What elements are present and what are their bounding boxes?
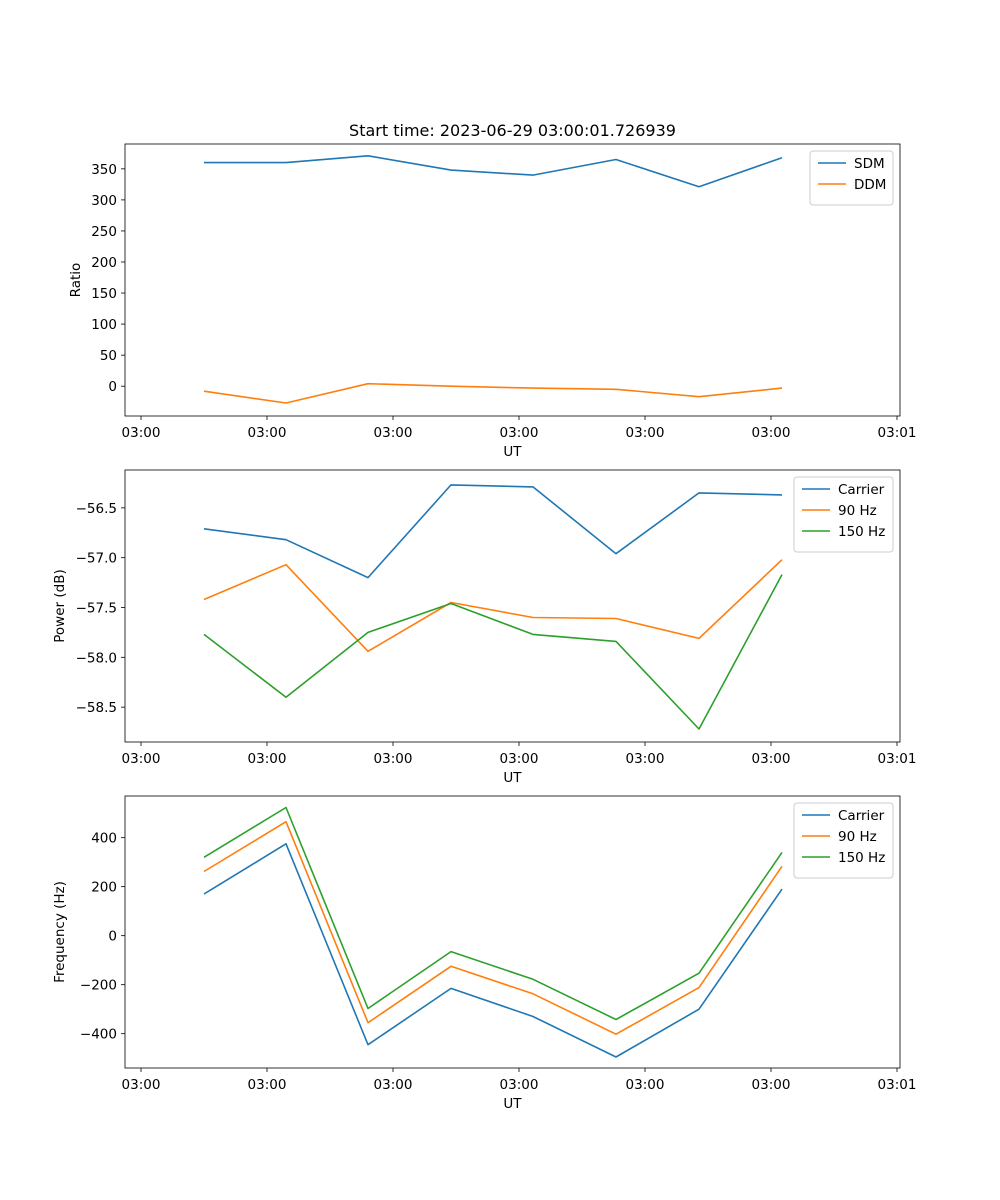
x-tick-label: 03:00 xyxy=(626,1077,665,1093)
y-tick-label: −56.5 xyxy=(76,501,117,517)
y-tick-label: 100 xyxy=(91,317,117,333)
x-tick-label: 03:00 xyxy=(500,751,539,767)
chart-panel-1: 03:00 03:00 03:00 03:00 03:00 03:00 03:01 UT 0 50… xyxy=(68,143,917,460)
plot-frame xyxy=(124,469,901,743)
x-axis-label: UT xyxy=(503,770,522,786)
legend-label: Carrier xyxy=(838,482,885,498)
y-tick-label: −57.0 xyxy=(76,551,117,567)
y-tick-label: 300 xyxy=(91,193,117,209)
y-tick-label: −400 xyxy=(80,1027,117,1043)
legend-label: DDM xyxy=(854,177,886,193)
y-axis-label: Power (dB) xyxy=(52,569,68,642)
x-tick-label: 03:00 xyxy=(374,1077,413,1093)
legend-box xyxy=(793,476,894,553)
legend-label: 150 Hz xyxy=(838,524,885,540)
x-axis-label: UT xyxy=(503,444,522,460)
x-tick-label: 03:01 xyxy=(878,1077,917,1093)
legend-label: Carrier xyxy=(838,808,885,824)
chart-title: Start time: 2023-06-29 03:00:01.726939 xyxy=(349,121,676,140)
x-tick-label: 03:00 xyxy=(248,751,287,767)
legend-box xyxy=(793,802,894,879)
chart-panel-3: 03:00 03:00 03:00 03:00 03:00 03:00 03:01 UT −40… xyxy=(52,795,917,1112)
plot-frame xyxy=(124,795,901,1069)
series-line-150-hz xyxy=(203,806,783,1021)
y-tick-label: −57.5 xyxy=(76,600,117,616)
x-tick-label: 03:00 xyxy=(752,751,791,767)
legend-label: SDM xyxy=(854,156,885,172)
y-tick-label: 150 xyxy=(91,286,117,302)
y-tick-label: 0 xyxy=(108,929,117,945)
x-tick-label: 03:00 xyxy=(374,425,413,441)
legend-label: 150 Hz xyxy=(838,850,885,866)
x-axis-label: UT xyxy=(503,1096,522,1112)
series-line-carrier xyxy=(203,484,783,579)
series-line-carrier xyxy=(203,842,783,1058)
x-tick-label: 03:00 xyxy=(122,751,161,767)
y-tick-label: −58.0 xyxy=(76,650,117,666)
y-tick-label: 250 xyxy=(91,224,117,240)
legend-box xyxy=(809,150,894,206)
series-line-90-hz xyxy=(203,820,783,1035)
legend: Carrier 90 Hz 150 Hz xyxy=(793,476,894,553)
x-tick-label: 03:01 xyxy=(878,751,917,767)
legend-label: 90 Hz xyxy=(838,829,877,845)
series-line-90-hz xyxy=(203,559,783,653)
y-tick-label: 0 xyxy=(108,379,117,395)
legend: Carrier 90 Hz 150 Hz xyxy=(793,802,894,879)
series-line-sdm xyxy=(204,155,783,188)
x-tick-label: 03:00 xyxy=(122,1077,161,1093)
x-tick-label: 03:00 xyxy=(752,1077,791,1093)
y-axis-label: Frequency (Hz) xyxy=(52,881,68,983)
legend: SDM DDM xyxy=(809,150,894,206)
x-tick-label: 03:00 xyxy=(374,751,413,767)
plot-frame xyxy=(124,143,901,417)
series-line-ddm xyxy=(203,382,783,404)
y-tick-label: 200 xyxy=(91,255,117,271)
x-tick-label: 03:00 xyxy=(752,425,791,441)
x-tick-label: 03:00 xyxy=(500,425,539,441)
series-line-150-hz xyxy=(203,574,783,730)
y-tick-label: 400 xyxy=(91,831,117,847)
y-tick-label: −200 xyxy=(80,978,117,994)
y-tick-label: 200 xyxy=(91,880,117,896)
x-tick-label: 03:00 xyxy=(626,751,665,767)
legend-label: 90 Hz xyxy=(838,503,877,519)
y-tick-label: 50 xyxy=(100,348,117,364)
x-tick-label: 03:00 xyxy=(500,1077,539,1093)
x-tick-label: 03:00 xyxy=(248,425,287,441)
x-tick-label: 03:00 xyxy=(122,425,161,441)
chart-panel-2: 03:00 03:00 03:00 03:00 03:00 03:00 03:01 UT −58… xyxy=(52,469,917,786)
y-tick-label: 350 xyxy=(91,162,117,178)
x-tick-label: 03:00 xyxy=(248,1077,287,1093)
y-axis-label: Ratio xyxy=(68,263,84,298)
y-tick-label: −58.5 xyxy=(76,700,117,716)
x-tick-label: 03:01 xyxy=(878,425,917,441)
x-tick-label: 03:00 xyxy=(626,425,665,441)
